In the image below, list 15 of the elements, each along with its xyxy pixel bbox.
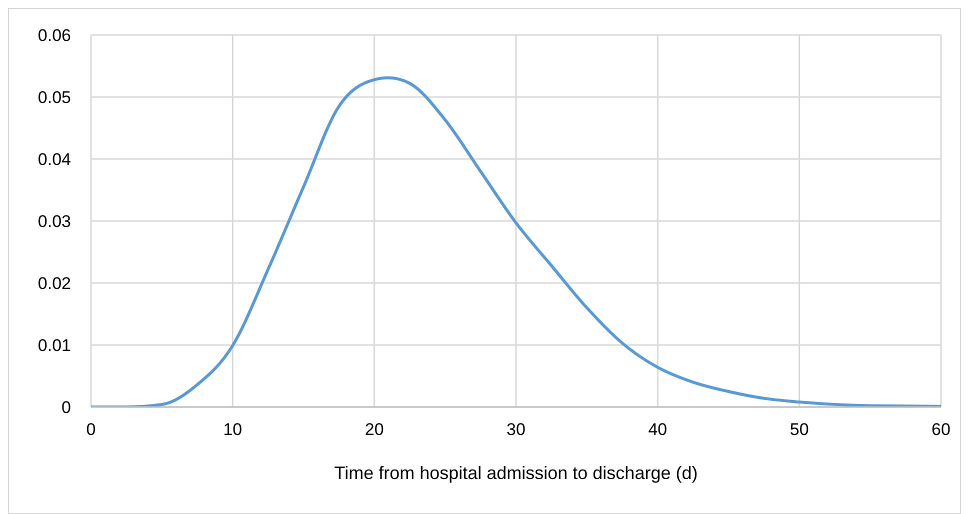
x-tick-label: 30 [506,420,526,440]
x-tick-label: 0 [86,420,96,440]
x-tick-label: 60 [932,420,950,440]
x-axis-title: Time from hospital admission to discharge (d) [334,463,698,483]
x-tick-label: 10 [223,420,242,440]
y-tick-label: 0.02 [38,274,71,294]
y-tick-label: 0.03 [38,212,71,232]
y-tick-label: 0.06 [38,26,71,46]
y-tick-label: 0.04 [38,150,71,170]
y-tick-label: 0.01 [38,336,71,356]
x-tick-label: 50 [790,420,809,440]
y-tick-label: 0 [62,398,71,418]
y-tick-label: 0.05 [38,88,71,108]
x-tick-label: 40 [648,420,668,440]
x-tick-label: 20 [364,420,384,440]
